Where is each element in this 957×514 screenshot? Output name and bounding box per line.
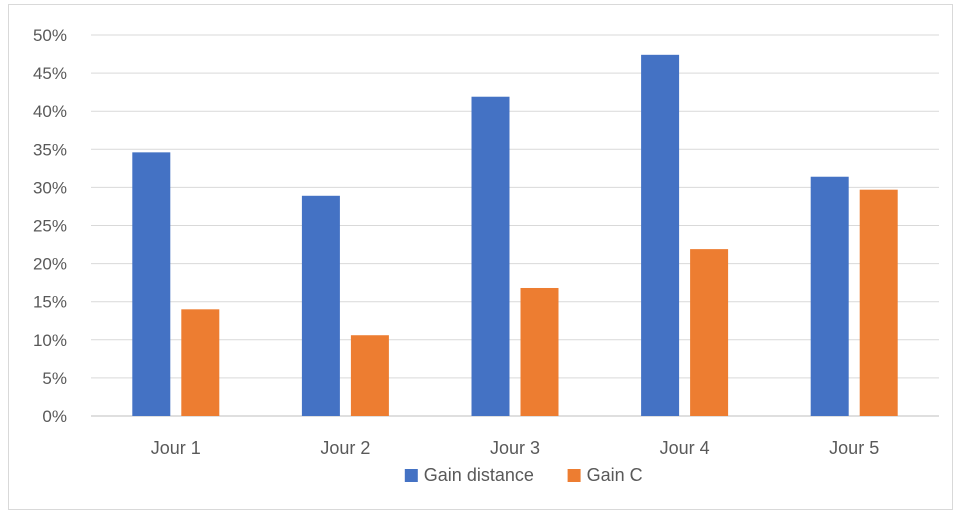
y-tick-label: 0% — [42, 407, 67, 426]
y-tick-label: 25% — [33, 217, 67, 236]
bar-gain-distance — [641, 54, 680, 416]
bar-gain-distance — [810, 176, 849, 416]
y-tick-label: 40% — [33, 102, 67, 121]
y-tick-label: 5% — [42, 369, 67, 388]
bar-gain-c — [520, 287, 559, 416]
bar-chart: 0% 5% 10% 15% 20% 25% 30% 35% 40% 45% 50% Jour 1 Jou… — [33, 26, 939, 485]
x-tick-label: Jour 2 — [320, 438, 370, 458]
x-tick-label: Jour 1 — [151, 438, 201, 458]
bar-gain-distance — [132, 152, 171, 416]
bar-gain-distance — [301, 195, 340, 416]
y-tick-label: 20% — [33, 255, 67, 274]
y-tick-label: 30% — [33, 178, 67, 197]
y-tick-label: 15% — [33, 293, 67, 312]
legend-swatch — [404, 469, 418, 482]
x-tick-label: Jour 3 — [490, 438, 540, 458]
y-tick-label: 10% — [33, 331, 67, 350]
y-tick-label: 45% — [33, 64, 67, 83]
legend-label: Gain distance — [424, 465, 534, 485]
bar-gain-c — [181, 309, 220, 416]
chart-frame: 0% 5% 10% 15% 20% 25% 30% 35% 40% 45% 50% Jour 1 Jou… — [8, 4, 953, 510]
x-tick-label: Jour 5 — [829, 438, 879, 458]
bar-gain-distance — [471, 96, 510, 417]
bar-gain-c — [690, 249, 729, 416]
legend-label: Gain C — [587, 465, 643, 485]
y-tick-label: 35% — [33, 140, 67, 159]
legend-swatch — [567, 469, 581, 482]
bar-gain-c — [350, 335, 389, 416]
x-tick-label: Jour 4 — [660, 438, 710, 458]
bar-gain-c — [859, 189, 898, 416]
y-tick-label: 50% — [33, 26, 67, 45]
